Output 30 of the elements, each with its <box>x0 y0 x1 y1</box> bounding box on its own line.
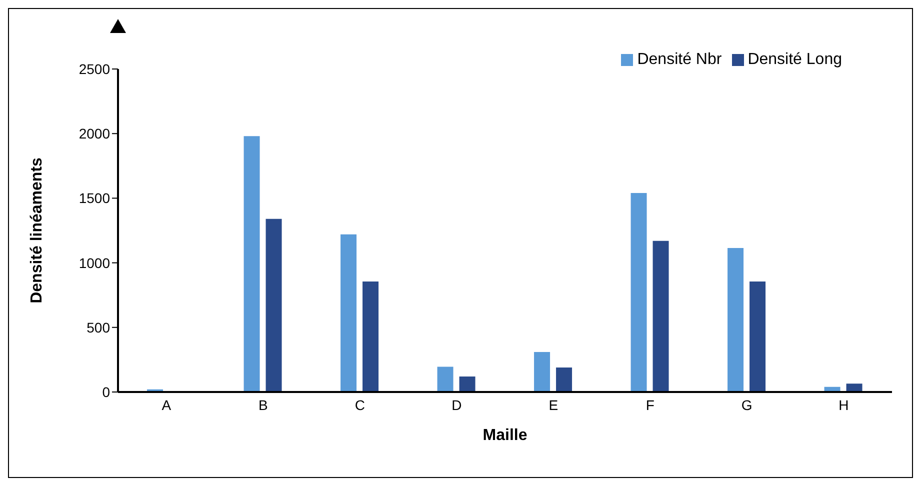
y-tick-label: 2500 <box>78 60 110 77</box>
bar <box>534 352 550 392</box>
y-tick-label: 1000 <box>78 254 110 271</box>
bar <box>340 234 357 392</box>
x-tick-label: B <box>258 396 268 413</box>
legend-label: Densité Long <box>748 51 842 68</box>
x-tick-label: E <box>548 396 558 413</box>
bar <box>630 193 647 392</box>
bar <box>652 240 669 392</box>
bar <box>362 282 379 392</box>
legend-label: Densité Nbr <box>637 51 722 68</box>
x-tick-label: F <box>646 396 654 413</box>
bar <box>459 376 476 392</box>
y-tick-label: 2000 <box>78 126 110 142</box>
x-tick-label: G <box>741 396 752 413</box>
bar <box>556 367 572 392</box>
y-axis-title: Densité linéaments <box>28 157 46 304</box>
x-tick-label: C <box>354 396 365 413</box>
x-tick-label: A <box>162 396 172 413</box>
x-tick-label: D <box>452 396 462 413</box>
bar <box>437 366 454 392</box>
y-tick-label: 500 <box>86 319 110 336</box>
bar <box>266 218 282 392</box>
bar <box>750 282 766 392</box>
y-tick-label: 0 <box>102 384 110 400</box>
bar <box>728 248 744 392</box>
x-axis-title: Maille <box>482 427 528 444</box>
bar <box>244 136 260 392</box>
x-tick-label: H <box>838 396 849 413</box>
y-tick-label: 1500 <box>78 190 110 206</box>
